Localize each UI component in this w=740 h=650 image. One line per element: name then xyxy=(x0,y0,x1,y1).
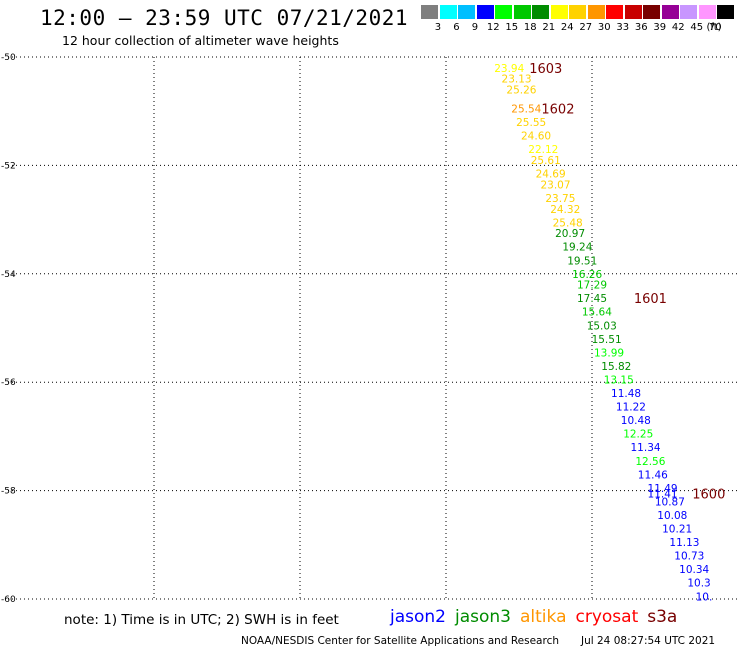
y-tick-label: -56 xyxy=(1,378,16,388)
legend-label: 30 xyxy=(597,22,611,33)
wave-height-point: 25.61 xyxy=(531,155,561,167)
wave-height-point: 15.64 xyxy=(582,307,612,319)
y-tick-label: -60 xyxy=(1,595,16,605)
wave-height-point: 13.15 xyxy=(604,374,634,386)
legend-label: 42 xyxy=(671,22,685,33)
y-tick-label: -50 xyxy=(1,53,16,63)
time-label: 1603 xyxy=(529,62,562,77)
y-tick-label: -52 xyxy=(1,161,16,171)
legend-swatch xyxy=(717,5,734,19)
legend-swatch xyxy=(643,5,660,19)
wave-height-point: 13.99 xyxy=(594,347,624,359)
legend-swatch xyxy=(680,5,697,19)
wave-height-point: 11.22 xyxy=(616,402,646,414)
wave-height-point: 10. xyxy=(696,591,713,603)
legend-label: 27 xyxy=(579,22,593,33)
color-legend: 3 6 9 12 15 18 21 24 27 30 33 36 39 42 45 70 (ft) xyxy=(421,5,740,35)
wave-height-point: 12.25 xyxy=(623,429,653,441)
wave-height-point: 23.13 xyxy=(502,74,532,86)
wave-height-plot: 90939699102105-50-52-54-56-58-6023.9423.… xyxy=(1,53,738,605)
wave-height-point: 10.08 xyxy=(657,510,687,522)
legend-label: 70 xyxy=(708,22,722,33)
wave-height-point: 11.46 xyxy=(638,469,668,481)
satellite-legend: jason2 jason3 altika cryosat s3a xyxy=(390,607,686,627)
wave-height-point: 11.41 xyxy=(648,488,678,500)
legend-swatch xyxy=(624,5,642,19)
legend-label: 6 xyxy=(453,22,460,33)
wave-height-point: 11.34 xyxy=(631,442,661,454)
wave-height-point: 10.3 xyxy=(687,578,710,590)
wave-height-point: 10.34 xyxy=(679,564,709,576)
legend-swatch xyxy=(550,5,568,19)
wave-height-point: 15.51 xyxy=(592,334,622,346)
satellite-s3a: s3a xyxy=(647,607,678,627)
satellite-cryosat: cryosat xyxy=(575,607,639,627)
legend-swatch xyxy=(606,5,623,19)
wave-height-point: 11.13 xyxy=(669,537,699,549)
y-tick-label: -58 xyxy=(1,487,16,497)
legend-label: 39 xyxy=(653,22,667,33)
legend-swatch xyxy=(661,5,679,19)
wave-height-point: 11.49 xyxy=(648,483,678,495)
legend-swatch xyxy=(532,5,549,19)
legend-label: 9 xyxy=(471,22,479,33)
wave-height-point: 10.21 xyxy=(662,524,692,536)
wave-height-point: 23.94 xyxy=(494,63,524,75)
time-label: 1600 xyxy=(692,487,725,502)
chart-title: 12:00 – 23:59 UTC 07/21/2021 xyxy=(40,6,409,30)
wave-height-point: 24.69 xyxy=(536,169,566,181)
wave-height-point: 19.51 xyxy=(567,255,597,267)
legend-label: 3 xyxy=(434,22,442,33)
wave-height-point: 23.07 xyxy=(540,179,570,191)
footer-note: note: 1) Time is in UTC; 2) SWH is in fe… xyxy=(64,612,339,628)
legend-swatch xyxy=(495,5,512,19)
wave-height-point: 15.03 xyxy=(587,320,617,332)
legend-label: 15 xyxy=(505,22,519,33)
legend-swatch xyxy=(587,5,605,19)
time-label: 1602 xyxy=(541,102,574,117)
legend-label: 36 xyxy=(634,22,648,33)
wave-height-point: 15.82 xyxy=(601,361,631,373)
wave-height-point: 16.26 xyxy=(572,269,602,281)
wave-height-point: 25.26 xyxy=(506,85,536,97)
legend-label: 45 xyxy=(690,22,704,33)
satellite-altika: altika xyxy=(520,607,567,627)
legend-label: 18 xyxy=(523,22,537,33)
legend-swatch xyxy=(439,5,457,19)
wave-height-point: 22.12 xyxy=(528,144,558,156)
wave-height-point: 17.45 xyxy=(577,293,607,305)
legend-label: 12 xyxy=(486,22,500,33)
legend-swatch xyxy=(476,5,494,19)
generated-timestamp: Jul 24 08:27:54 UTC 2021 xyxy=(581,635,716,647)
wave-height-point: 19.24 xyxy=(562,242,592,254)
wave-height-point: 25.55 xyxy=(516,117,546,129)
time-label: 1601 xyxy=(634,292,667,307)
wave-height-point: 12.56 xyxy=(635,456,665,468)
legend-swatch xyxy=(569,5,586,19)
credit-text: NOAA/NESDIS Center for Satellite Applica… xyxy=(241,635,559,647)
legend-swatch xyxy=(513,5,531,19)
wave-height-point: 24.60 xyxy=(521,131,551,143)
y-tick-label: -54 xyxy=(1,270,16,280)
wave-height-point: 20.97 xyxy=(555,228,585,240)
chart-subtitle: 12 hour collection of altimeter wave hei… xyxy=(62,33,339,48)
wave-height-point: 25.48 xyxy=(553,217,583,229)
legend-swatch xyxy=(421,5,438,19)
satellite-jason3: jason3 xyxy=(455,607,511,627)
wave-height-point: 17.29 xyxy=(577,280,607,292)
legend-unit: (ft) xyxy=(706,22,722,33)
legend-swatch xyxy=(458,5,475,19)
wave-height-point: 10.48 xyxy=(621,415,651,427)
legend-label: 24 xyxy=(560,22,574,33)
wave-height-point: 25.54 xyxy=(511,103,541,115)
wave-height-point: 23.75 xyxy=(545,193,575,205)
wave-height-point: 24.32 xyxy=(550,204,580,216)
legend-label: 33 xyxy=(616,22,630,33)
wave-height-point: 10.73 xyxy=(674,551,704,563)
legend-swatch xyxy=(698,5,716,19)
legend-label: 21 xyxy=(542,22,556,33)
wave-height-point: 11.48 xyxy=(611,388,641,400)
satellite-jason2: jason2 xyxy=(390,607,446,627)
wave-height-point: 10.87 xyxy=(655,496,685,508)
